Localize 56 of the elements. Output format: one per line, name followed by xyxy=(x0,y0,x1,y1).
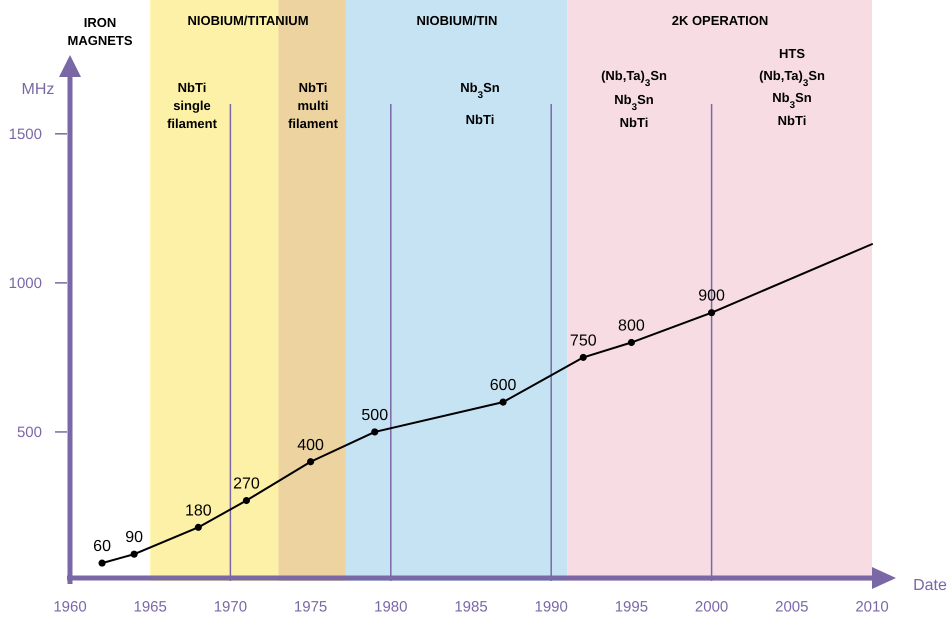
data-label: 270 xyxy=(233,476,260,493)
text: NIOBIUM/TIN xyxy=(416,13,498,28)
data-label: 400 xyxy=(297,436,324,454)
data-label: 900 xyxy=(698,288,726,305)
x-tick-label: 1970 xyxy=(214,598,248,616)
annotation: NbTi xyxy=(778,113,806,128)
point xyxy=(371,428,378,436)
text: IRON xyxy=(84,15,116,30)
text: NbTi xyxy=(298,80,328,95)
x-tick-label: 2010 xyxy=(855,598,889,616)
annotation: single xyxy=(173,98,211,113)
text: (Nb,Ta)$_{3}$Sn xyxy=(759,68,825,88)
x-tick-label: 1985 xyxy=(454,598,488,616)
x-axis-title: Date xyxy=(913,577,947,594)
point xyxy=(708,309,716,316)
annotation: filament xyxy=(288,116,339,131)
y-tick-label: 1500 xyxy=(8,126,42,144)
x-tick-label: 2005 xyxy=(775,598,808,616)
x-tick-label: 1965 xyxy=(134,598,167,616)
y-axis-title: MHz xyxy=(22,81,54,98)
data-label: 60 xyxy=(93,538,112,556)
data-label: 600 xyxy=(490,377,517,394)
annotation: NbTi xyxy=(466,112,494,127)
y-tick-label: 1000 xyxy=(8,275,42,292)
point xyxy=(242,496,250,504)
point xyxy=(307,458,314,466)
text: NbTi xyxy=(178,80,206,95)
annotation: Nb$_{3}$Sn xyxy=(772,90,812,110)
point xyxy=(194,524,202,531)
data-label: 180 xyxy=(184,502,212,520)
data-label: 500 xyxy=(361,406,388,424)
annotation: multi xyxy=(297,98,329,113)
text: Nb$_{3}$Sn xyxy=(460,80,500,100)
data-label: 750 xyxy=(570,332,597,350)
text: HTS xyxy=(779,46,806,61)
point xyxy=(98,560,106,567)
text: 2K OPERATION xyxy=(672,13,768,28)
y-tick-label: 500 xyxy=(16,424,42,442)
text: NIOBIUM/TITANIUM xyxy=(187,13,309,28)
point xyxy=(580,354,587,361)
x-tick-label: 1980 xyxy=(374,598,408,616)
x-tick-label: 1960 xyxy=(53,598,87,616)
data-label: 90 xyxy=(125,529,144,546)
x-tick-label: 2000 xyxy=(694,598,728,616)
x-tick-label: 1975 xyxy=(294,598,328,616)
point xyxy=(130,550,138,558)
point xyxy=(500,398,507,406)
text: MAGNETS xyxy=(68,33,133,48)
annotation: NbTi xyxy=(620,115,648,130)
text: (Nb,Ta)$_{3}$Sn xyxy=(601,68,667,88)
annotation: Nb$_{3}$Sn xyxy=(614,92,654,112)
point xyxy=(628,338,635,346)
x-tick-label: 1990 xyxy=(534,598,568,616)
x-tick-label: 1995 xyxy=(614,598,648,616)
annotation: filament xyxy=(167,116,218,131)
data-label: 800 xyxy=(618,318,645,334)
